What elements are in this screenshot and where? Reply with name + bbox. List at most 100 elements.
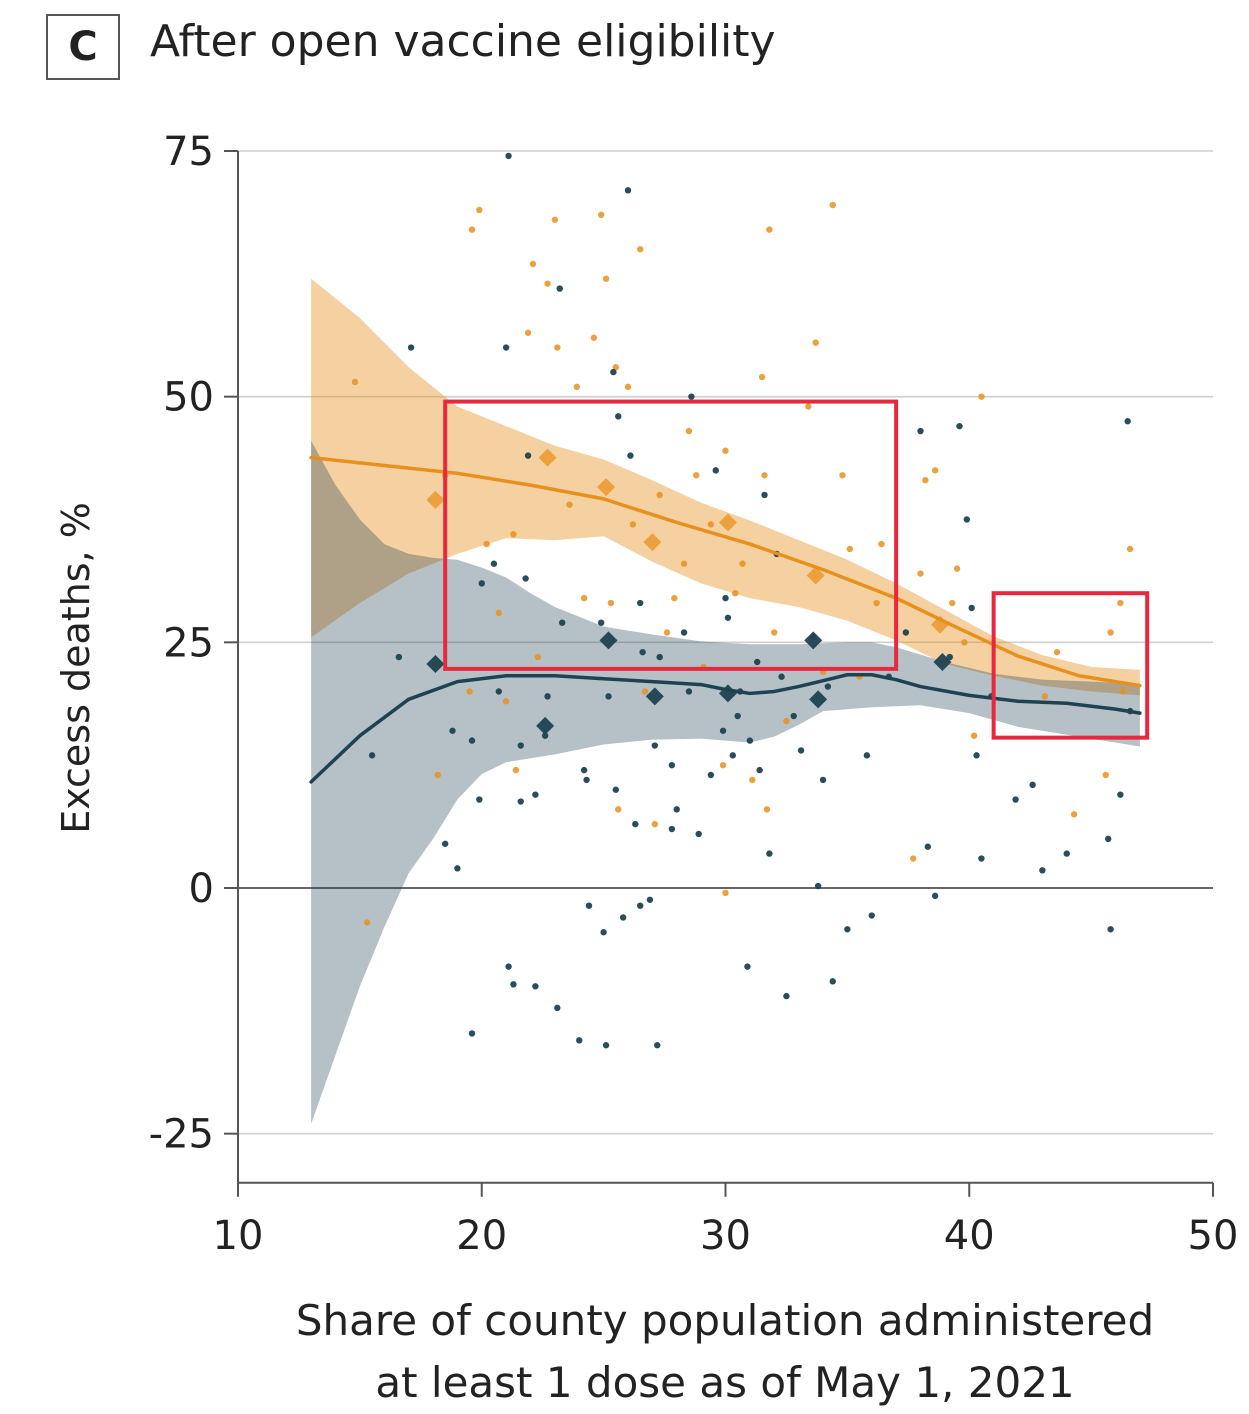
data-point-0-27	[624, 383, 632, 391]
data-point-1-55	[695, 830, 702, 838]
data-point-1-28	[580, 766, 588, 774]
bin-mean-1-1	[536, 716, 555, 735]
data-point-0-16	[551, 216, 559, 223]
bin-mean-0-6	[931, 615, 949, 634]
data-point-1-96	[1029, 781, 1036, 789]
data-point-1-71	[778, 673, 785, 680]
bin-mean-0-2	[597, 478, 616, 497]
x-tick-label-3: 40	[944, 1213, 995, 1259]
x-tick-label-1: 20	[456, 1213, 507, 1259]
data-point-0-6	[476, 206, 483, 214]
data-point-1-15	[510, 981, 517, 988]
data-point-1-90	[963, 516, 971, 523]
highlight-box-1	[991, 591, 1150, 740]
data-point-0-73	[1102, 771, 1109, 779]
data-point-0-72	[1070, 811, 1078, 818]
highlight-boxes	[443, 399, 1150, 740]
bin-mean-0-0	[426, 490, 445, 509]
bin-means	[426, 448, 952, 735]
data-point-0-43	[732, 590, 739, 597]
data-point-0-10	[510, 531, 517, 538]
data-point-1-77	[819, 776, 827, 784]
data-point-1-18	[522, 575, 529, 582]
data-point-0-63	[922, 476, 929, 484]
data-point-1-49	[668, 825, 676, 833]
data-point-1-19	[524, 452, 532, 459]
fit-line-0	[309, 455, 1142, 688]
x-axis-label: Share of county population administered …	[296, 1290, 1154, 1414]
data-point-1-79	[829, 978, 836, 985]
data-point-1-72	[783, 992, 790, 1000]
data-point-1-30	[585, 902, 593, 909]
data-point-1-47	[654, 1042, 661, 1049]
x-tick-label-2: 30	[700, 1213, 751, 1259]
data-point-0-12	[524, 329, 532, 336]
data-point-0-0	[351, 378, 359, 386]
data-point-1-39	[624, 187, 632, 194]
data-point-0-67	[961, 639, 968, 646]
data-point-0-61	[909, 855, 917, 862]
data-point-1-40	[627, 452, 634, 459]
data-point-0-30	[641, 688, 649, 695]
data-point-1-54	[688, 393, 695, 400]
data-point-0-2	[434, 771, 442, 779]
data-point-0-60	[878, 540, 885, 548]
data-point-0-37	[693, 472, 700, 479]
data-point-0-18	[566, 501, 573, 508]
data-point-1-80	[844, 926, 851, 933]
data-point-0-69	[978, 393, 985, 400]
data-point-1-51	[673, 806, 680, 813]
bin-mean-0-1	[538, 448, 557, 467]
data-point-1-86	[924, 843, 932, 850]
x-tick-label-4: 50	[1188, 1213, 1239, 1259]
data-point-1-89	[956, 422, 963, 430]
data-point-1-76	[814, 882, 822, 890]
data-point-1-0	[368, 752, 376, 759]
data-point-1-88	[946, 653, 953, 661]
data-point-0-36	[685, 427, 693, 435]
data-point-1-5	[454, 865, 461, 872]
fit-line-1	[309, 673, 1142, 784]
data-point-0-31	[651, 820, 659, 828]
data-point-1-100	[1107, 926, 1114, 933]
data-point-0-75	[1117, 599, 1124, 607]
data-point-1-6	[468, 737, 476, 744]
data-point-1-64	[744, 963, 751, 970]
data-point-1-50	[668, 761, 676, 769]
data-point-0-32	[656, 491, 663, 499]
confidence-band-0	[311, 278, 1140, 696]
data-point-0-40	[719, 761, 727, 769]
bin-mean-1-2	[599, 631, 618, 650]
data-point-0-49	[766, 226, 773, 233]
data-point-0-39	[707, 521, 715, 528]
data-point-1-33	[602, 1042, 610, 1049]
data-point-0-4	[466, 688, 473, 695]
data-point-1-36	[612, 786, 620, 793]
data-point-0-45	[749, 776, 756, 784]
data-point-1-22	[541, 732, 549, 739]
data-point-1-24	[554, 1004, 561, 1012]
data-point-1-73	[790, 712, 797, 720]
data-point-1-29	[583, 776, 590, 784]
data-point-1-44	[639, 648, 646, 656]
data-point-1-59	[722, 594, 729, 602]
data-point-1-41	[632, 820, 639, 828]
data-point-0-74	[1107, 629, 1114, 636]
data-point-0-77	[1126, 545, 1134, 553]
data-point-0-15	[544, 280, 551, 287]
confidence-bands	[311, 278, 1140, 1124]
data-point-0-26	[615, 806, 622, 813]
bin-mean-1-0	[426, 654, 445, 673]
data-point-1-53	[685, 688, 693, 695]
data-point-1-97	[1039, 867, 1046, 874]
data-point-1-27	[576, 1037, 583, 1044]
data-points	[351, 152, 1134, 1049]
bin-mean-1-4	[718, 684, 737, 703]
data-point-0-66	[953, 565, 961, 572]
data-point-1-32	[600, 929, 607, 936]
data-point-1-31	[597, 619, 605, 626]
y-tick-label-3: 0	[189, 866, 214, 912]
y-tick-label-4: -25	[149, 1112, 214, 1158]
bin-mean-1-7	[933, 652, 952, 671]
bin-mean-1-5	[804, 631, 823, 650]
